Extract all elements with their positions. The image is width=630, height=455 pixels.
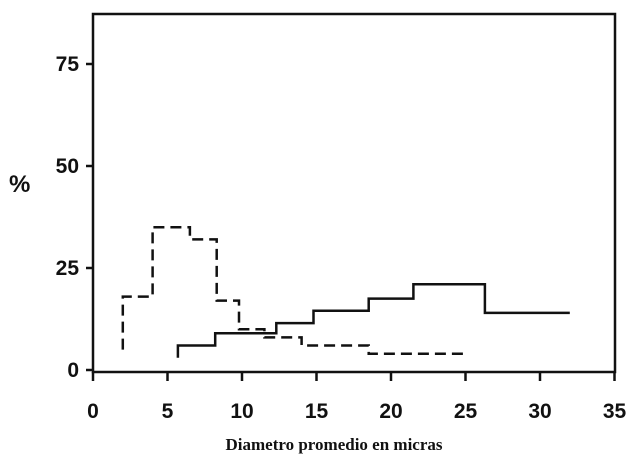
y-tick-label: 25 <box>56 257 80 280</box>
y-tick-label: 0 <box>67 359 79 382</box>
y-axis: 0 25 50 75 <box>56 53 93 382</box>
x-tick-label: 0 <box>87 400 99 423</box>
x-tick-label: 35 <box>603 400 627 423</box>
x-tick-label: 20 <box>379 400 402 423</box>
x-tick-label: 5 <box>162 400 174 423</box>
x-axis: 0 5 10 15 20 25 30 35 <box>87 372 626 423</box>
x-tick-label: 30 <box>528 400 551 423</box>
x-tick-label: 15 <box>305 400 329 423</box>
y-axis-label: % <box>9 171 30 198</box>
series-solid-line <box>176 283 570 358</box>
y-tick-label: 50 <box>56 155 79 178</box>
x-axis-label: Diametro promedio en micras <box>225 435 442 454</box>
plot-frame <box>91 12 617 374</box>
series-dashed-line <box>121 225 466 355</box>
plot-series <box>121 225 570 358</box>
y-tick-label: 75 <box>56 53 80 76</box>
x-tick-label: 25 <box>454 400 478 423</box>
plot-border <box>91 12 617 374</box>
x-tick-label: 10 <box>230 400 253 423</box>
